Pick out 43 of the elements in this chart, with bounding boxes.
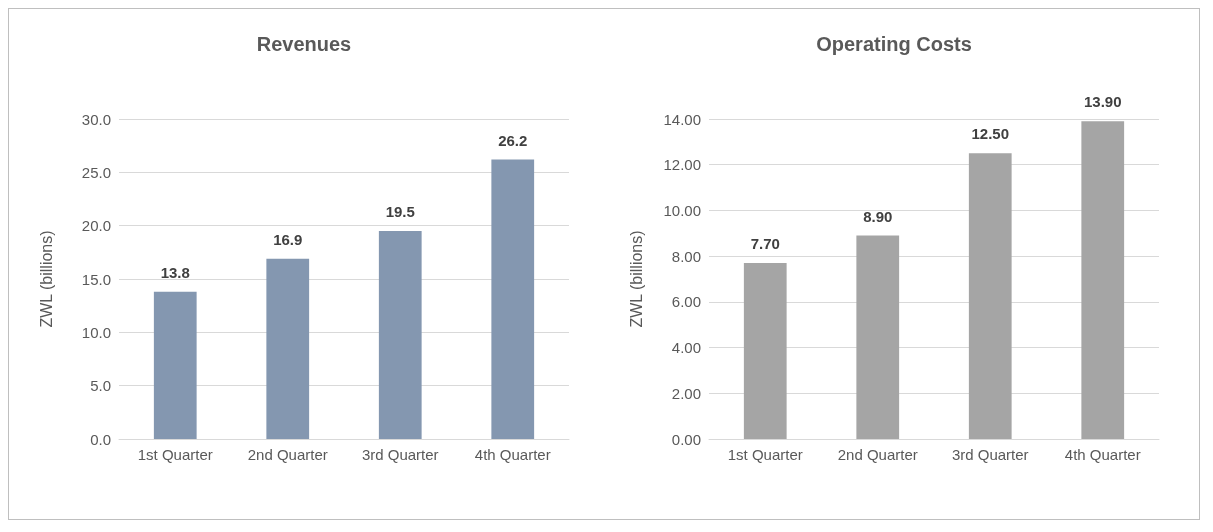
data-label: 13.90 — [1083, 93, 1122, 111]
bar — [491, 159, 535, 439]
y-tick-label: 25.0 — [81, 163, 111, 181]
y-tick-label: 8.00 — [671, 247, 701, 265]
y-tick-label: 30.0 — [81, 110, 111, 128]
bar — [1081, 121, 1125, 439]
y-tick-label: 10.0 — [81, 323, 111, 341]
x-tick-label: 2nd Quarter — [837, 446, 918, 463]
bar — [266, 258, 310, 439]
bar — [743, 263, 787, 439]
y-axis-title: ZWL (billions) — [627, 230, 645, 328]
data-label: 19.5 — [385, 203, 415, 220]
bar — [378, 231, 422, 439]
x-tick-label: 3rd Quarter — [361, 446, 439, 463]
data-label: 7.70 — [750, 235, 780, 252]
bar — [968, 153, 1012, 439]
bar — [153, 291, 197, 439]
x-tick-label: 3rd Quarter — [951, 446, 1029, 463]
y-tick-label: 15.0 — [81, 270, 111, 288]
chart-title: Revenues — [256, 33, 352, 55]
y-tick-label: 5.0 — [90, 377, 111, 395]
y-tick-label: 4.00 — [671, 339, 701, 357]
y-tick-label: 14.00 — [663, 110, 701, 128]
data-label: 16.9 — [273, 230, 303, 248]
chart-title: Operating Costs — [816, 33, 972, 55]
data-label: 12.50 — [971, 125, 1010, 143]
y-tick-label: 0.00 — [671, 430, 701, 448]
x-tick-label: 2nd Quarter — [247, 446, 328, 463]
bar — [856, 235, 900, 439]
y-tick-label: 12.00 — [663, 156, 701, 174]
y-tick-label: 2.00 — [671, 384, 701, 402]
y-tick-label: 6.00 — [671, 293, 701, 311]
x-tick-label: 4th Quarter — [1064, 446, 1141, 463]
data-label: 13.8 — [160, 263, 190, 281]
y-tick-label: 0.0 — [90, 430, 111, 448]
x-tick-label: 4th Quarter — [474, 446, 551, 463]
x-tick-label: 1st Quarter — [727, 446, 803, 463]
data-label: 8.90 — [863, 207, 893, 225]
y-axis-title: ZWL (billions) — [37, 230, 55, 328]
data-label: 26.2 — [498, 131, 528, 149]
y-tick-label: 10.00 — [663, 201, 701, 219]
y-tick-label: 20.0 — [81, 217, 111, 235]
x-tick-label: 1st Quarter — [137, 446, 213, 463]
